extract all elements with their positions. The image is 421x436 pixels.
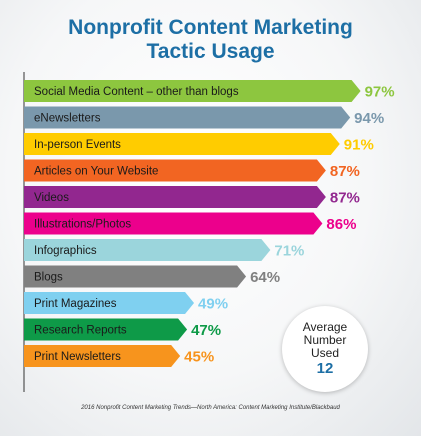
value-label: 49% bbox=[198, 296, 228, 313]
bar-row: Social Media Content – other than blogs 9… bbox=[24, 80, 395, 102]
bar-row: Research Reports 47% bbox=[24, 318, 221, 341]
bar bbox=[24, 106, 351, 129]
bar-row: Infographics 71% bbox=[24, 239, 304, 261]
bar bbox=[24, 345, 181, 367]
bar bbox=[24, 318, 188, 341]
value-label: 86% bbox=[326, 216, 356, 233]
bar bbox=[24, 80, 361, 102]
bar bbox=[24, 212, 323, 235]
category-label: Print Magazines bbox=[34, 298, 117, 310]
category-label: Print Newsletters bbox=[34, 351, 121, 363]
chart-title: Nonprofit Content Marketing Tactic Usage bbox=[0, 16, 421, 64]
chart-title-line-2: Tactic Usage bbox=[146, 40, 275, 63]
category-label: Research Reports bbox=[34, 325, 127, 337]
bar-row: In-person Events 91% bbox=[24, 133, 374, 155]
bar-row: Blogs 64% bbox=[24, 265, 280, 288]
bar bbox=[24, 159, 326, 182]
chart-title-line-1: Nonprofit Content Marketing bbox=[68, 16, 353, 39]
value-label: 45% bbox=[184, 349, 214, 366]
value-label: 71% bbox=[274, 243, 304, 260]
bar bbox=[24, 186, 326, 208]
value-label: 97% bbox=[365, 84, 395, 101]
bar bbox=[24, 133, 340, 155]
category-label: Videos bbox=[34, 192, 69, 204]
bar-row: Print Newsletters 45% bbox=[24, 345, 214, 367]
value-label: 94% bbox=[354, 110, 384, 127]
value-label: 87% bbox=[330, 163, 360, 180]
category-label: eNewsletters bbox=[34, 113, 101, 125]
average-badge: Average Number Used 12 bbox=[282, 306, 368, 392]
bar-row: Print Magazines 49% bbox=[24, 292, 228, 314]
value-label: 64% bbox=[250, 269, 280, 286]
category-label: In-person Events bbox=[34, 139, 121, 151]
bar-row: Articles on Your Website 87% bbox=[24, 159, 360, 182]
bar-row: Illustrations/Photos 86% bbox=[24, 212, 356, 235]
category-label: Social Media Content – other than blogs bbox=[34, 86, 239, 98]
category-label: Articles on Your Website bbox=[34, 166, 158, 178]
source-note: 2016 Nonprofit Content Marketing Trends—… bbox=[81, 405, 340, 411]
value-label: 47% bbox=[191, 322, 221, 339]
average-badge-value: 12 bbox=[316, 360, 334, 377]
value-label: 91% bbox=[344, 137, 374, 154]
value-label: 87% bbox=[330, 190, 360, 207]
bar bbox=[24, 239, 271, 261]
category-label: Blogs bbox=[34, 272, 63, 284]
average-badge-label: Average Number Used bbox=[302, 320, 348, 360]
bar bbox=[24, 292, 195, 314]
bar bbox=[24, 265, 247, 288]
bar-row: eNewsletters 94% bbox=[24, 106, 384, 129]
bar-row: Videos 87% bbox=[24, 186, 360, 208]
category-label: Infographics bbox=[34, 245, 97, 257]
category-label: Illustrations/Photos bbox=[34, 219, 131, 231]
